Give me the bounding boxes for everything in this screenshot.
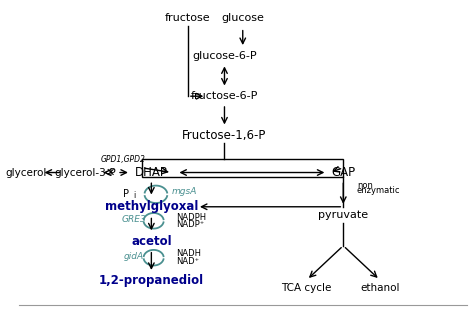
Text: non: non	[357, 181, 373, 190]
Text: i: i	[133, 191, 135, 200]
Text: Fructose-1,6-P: Fructose-1,6-P	[182, 129, 267, 142]
Text: fructose: fructose	[165, 13, 211, 23]
Text: GRE3: GRE3	[122, 215, 146, 224]
Text: NADP⁺: NADP⁺	[176, 220, 205, 229]
Text: mgsA: mgsA	[172, 187, 197, 196]
Text: glucose: glucose	[221, 13, 264, 23]
Text: 1,2-propanediol: 1,2-propanediol	[99, 274, 204, 287]
Text: NADH: NADH	[176, 249, 201, 258]
Text: ethanol: ethanol	[360, 283, 400, 293]
Text: GPD1,GPD2: GPD1,GPD2	[100, 155, 145, 164]
Text: TCA cycle: TCA cycle	[282, 283, 332, 293]
Text: gidA: gidA	[124, 252, 144, 261]
Text: ✕: ✕	[106, 168, 115, 178]
Text: GAP: GAP	[331, 166, 356, 179]
Text: glycerol: glycerol	[5, 167, 46, 178]
Bar	[142, 158, 343, 177]
Text: fructose-6-P: fructose-6-P	[191, 91, 258, 101]
Text: P: P	[123, 189, 129, 199]
Text: pyruvate: pyruvate	[318, 210, 368, 220]
Text: NADPH: NADPH	[176, 213, 207, 222]
Text: NAD⁺: NAD⁺	[176, 257, 200, 266]
Text: DHAP: DHAP	[135, 166, 168, 179]
Text: glucose-6-P: glucose-6-P	[192, 51, 257, 61]
Text: methylglyoxal: methylglyoxal	[105, 200, 198, 213]
Text: glycerol-3-P: glycerol-3-P	[54, 167, 116, 178]
Text: acetol: acetol	[131, 235, 172, 248]
Text: enzymatic: enzymatic	[357, 186, 401, 195]
